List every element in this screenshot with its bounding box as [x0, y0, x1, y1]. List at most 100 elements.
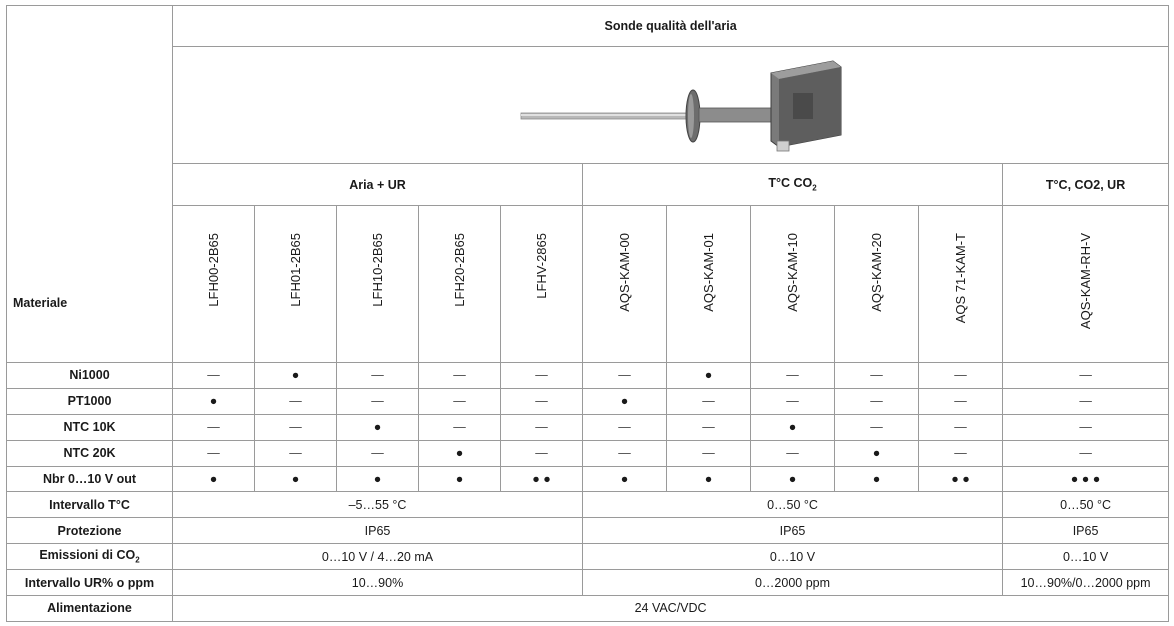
table-cell: — [172, 439, 255, 467]
table-row: Ni1000 — ● — — — — ● — — — — [6, 361, 1170, 389]
table-cell: ● [666, 465, 751, 493]
model-header: LFH20-2B65 [418, 205, 501, 363]
row-label: Intervallo T°C [6, 491, 173, 519]
row-label: NTC 20K [6, 439, 173, 467]
group-header-t-co2: T°C CO2 [582, 162, 1003, 207]
model-header: AQS-KAM-10 [750, 205, 835, 363]
model-header: LFH01-2B65 [254, 205, 337, 363]
table-cell: ● [582, 387, 667, 415]
table-cell: 0…10 V [582, 543, 1003, 571]
table-cell: — [582, 361, 667, 389]
table-cell: — [1001, 361, 1170, 389]
table-cell: — [666, 387, 751, 415]
table-cell: 0…10 V [1001, 543, 1170, 571]
model-header: AQS-KAM-00 [582, 205, 667, 363]
table-row: Emissioni di CO2 0…10 V / 4…20 mA 0…10 V… [6, 543, 1170, 571]
table-cell: — [254, 413, 337, 441]
table-cell: — [834, 361, 919, 389]
table-cell: ● [666, 361, 751, 389]
table-cell: — [500, 439, 583, 467]
table-cell: — [254, 387, 337, 415]
table-cell: — [918, 439, 1003, 467]
table-cell: 10…90%/0…2000 ppm [1001, 569, 1170, 596]
table-cell: ● [336, 413, 419, 441]
table-cell: 0…50 °C [1001, 491, 1170, 519]
table-title: Sonde qualità dell'aria [171, 5, 1170, 47]
table-cell: — [582, 439, 667, 467]
table-row: Intervallo T°C –5…55 °C 0…50 °C 0…50 °C [6, 491, 1170, 519]
table-cell: — [666, 413, 751, 441]
table-cell: ● ● ● [1001, 465, 1170, 493]
sensor-image-cell [171, 45, 1170, 164]
table-row: NTC 10K — — ● — — — — ● — — — [6, 413, 1170, 441]
row-label: PT1000 [6, 387, 173, 415]
model-header: AQS-KAM-RH-V [1001, 205, 1170, 363]
table-cell: — [500, 361, 583, 389]
table-cell: — [418, 361, 501, 389]
table-cell: — [666, 439, 751, 467]
table-cell: ● ● [918, 465, 1003, 493]
table-cell: — [834, 387, 919, 415]
table-cell: ● [582, 465, 667, 493]
table-row: Nbr 0…10 V out ● ● ● ● ● ● ● ● ● ● ● ● ●… [6, 465, 1170, 493]
table-cell: ● [750, 465, 835, 493]
table-cell: ● [336, 465, 419, 493]
table-cell: — [418, 387, 501, 415]
table-cell: ● [834, 439, 919, 467]
table-cell: — [336, 361, 419, 389]
row-label: Emissioni di CO2 [6, 543, 173, 571]
table-cell: ● [172, 387, 255, 415]
table-cell: — [834, 413, 919, 441]
table-cell: ● [172, 465, 255, 493]
table-cell: ● [418, 439, 501, 467]
table-cell: ● [418, 465, 501, 493]
model-header: LFHV-2865 [500, 205, 583, 363]
table-cell: ● [254, 465, 337, 493]
sensor-image [520, 60, 842, 152]
table-cell: — [750, 439, 835, 467]
table-cell: — [254, 439, 337, 467]
row-label: NTC 10K [6, 413, 173, 441]
table-cell: — [1001, 439, 1170, 467]
materiale-label: Materiale [13, 296, 68, 310]
table-row: PT1000 ● — — — — ● — — — — — [6, 387, 1170, 415]
row-label: Protezione [6, 517, 173, 545]
corner-cell [6, 5, 173, 363]
group-header-aria-ur: Aria + UR [172, 162, 583, 207]
table-cell: — [1001, 387, 1170, 415]
table-row: NTC 20K — — — ● — — — — ● — — [6, 439, 1170, 467]
row-label: Ni1000 [6, 361, 173, 389]
table-cell: 24 VAC/VDC [171, 594, 1170, 623]
table-cell: — [336, 387, 419, 415]
row-label: Intervallo UR% o ppm [6, 569, 173, 596]
table-cell: — [172, 413, 255, 441]
table-cell: — [918, 361, 1003, 389]
row-label: Alimentazione [6, 594, 173, 623]
table-row: Intervallo UR% o ppm 10…90% 0…2000 ppm 1… [6, 569, 1170, 596]
table-cell: — [500, 387, 583, 415]
spec-table: Sonde qualità dell'aria [6, 5, 1170, 623]
row-label: Nbr 0…10 V out [6, 465, 173, 493]
table-cell: IP65 [582, 517, 1003, 545]
table-cell: ● ● [500, 465, 583, 493]
model-header: LFH00-2B65 [172, 205, 255, 363]
table-cell: IP65 [172, 517, 583, 545]
table-cell: 0…10 V / 4…20 mA [172, 543, 583, 571]
table-cell: — [336, 439, 419, 467]
table-cell: 0…2000 ppm [582, 569, 1003, 596]
model-header: AQS 71-KAM-T [918, 205, 1003, 363]
table-cell: — [750, 387, 835, 415]
group-header-t-co2-ur: T°C, CO2, UR [1001, 162, 1170, 207]
table-cell: IP65 [1001, 517, 1170, 545]
table-row: Protezione IP65 IP65 IP65 [6, 517, 1170, 545]
table-cell: — [172, 361, 255, 389]
table-row: Alimentazione 24 VAC/VDC [6, 594, 1170, 623]
table-cell: 10…90% [172, 569, 583, 596]
table-cell: — [918, 413, 1003, 441]
model-header: LFH10-2B65 [336, 205, 419, 363]
table-cell: — [918, 387, 1003, 415]
table-cell: ● [834, 465, 919, 493]
table-cell: ● [750, 413, 835, 441]
table-cell: — [582, 413, 667, 441]
model-header: AQS-KAM-01 [666, 205, 751, 363]
